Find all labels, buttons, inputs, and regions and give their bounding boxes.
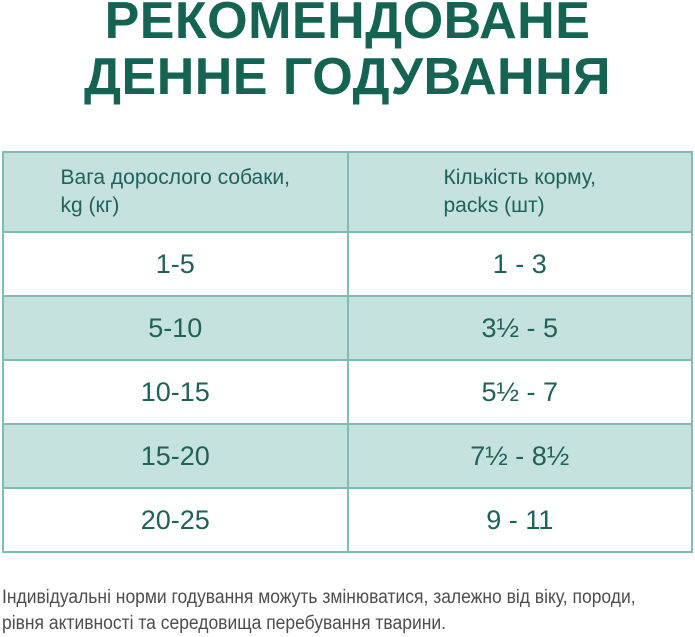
page-title: РЕКОМЕНДОВАНЕ ДЕННЕ ГОДУВАННЯ [0, 0, 695, 105]
header-food-amount-line-2: packs (шт) [443, 194, 545, 217]
header-food-amount-line-1: Кількість корму, [443, 166, 597, 189]
weight-range-cell: 10-15 [2, 359, 349, 425]
feeding-table-header-row: Вага дорослого собаки, kg (кг) Кількість… [2, 151, 693, 233]
packs-range-cell: 5½ - 7 [346, 359, 693, 425]
weight-range-cell: 5-10 [2, 295, 349, 361]
header-cell-food-amount: Кількість корму, packs (шт) [346, 151, 693, 233]
table-row: 15-20 7½ - 8½ [2, 423, 693, 489]
packs-range-cell: 7½ - 8½ [346, 423, 693, 489]
table-row: 5-10 3½ - 5 [2, 295, 693, 361]
feeding-table: Вага дорослого собаки, kg (кг) Кількість… [2, 151, 693, 553]
packs-range-cell: 3½ - 5 [346, 295, 693, 361]
footnote-line-1: Індивідуальні норми годування можуть змі… [2, 587, 636, 608]
header-cell-dog-weight: Вага дорослого собаки, kg (кг) [2, 151, 349, 233]
header-dog-weight-line-1: Вага дорослого собаки, [60, 166, 290, 189]
table-row: 1-5 1 - 3 [2, 231, 693, 297]
table-row: 10-15 5½ - 7 [2, 359, 693, 425]
packs-range-cell: 9 - 11 [346, 487, 693, 553]
weight-range-cell: 20-25 [2, 487, 349, 553]
header-dog-weight-line-2: kg (кг) [60, 194, 120, 217]
footnote: Індивідуальні норми годування можуть змі… [2, 585, 636, 637]
page-title-line-1: РЕКОМЕНДОВАНЕ [104, 0, 591, 50]
footnote-line-2: рівня активності та середовища перебуван… [2, 613, 447, 634]
weight-range-cell: 1-5 [2, 231, 349, 297]
weight-range-cell: 15-20 [2, 423, 349, 489]
table-row: 20-25 9 - 11 [2, 487, 693, 553]
packs-range-cell: 1 - 3 [346, 231, 693, 297]
page-title-line-2: ДЕННЕ ГОДУВАННЯ [83, 48, 612, 106]
